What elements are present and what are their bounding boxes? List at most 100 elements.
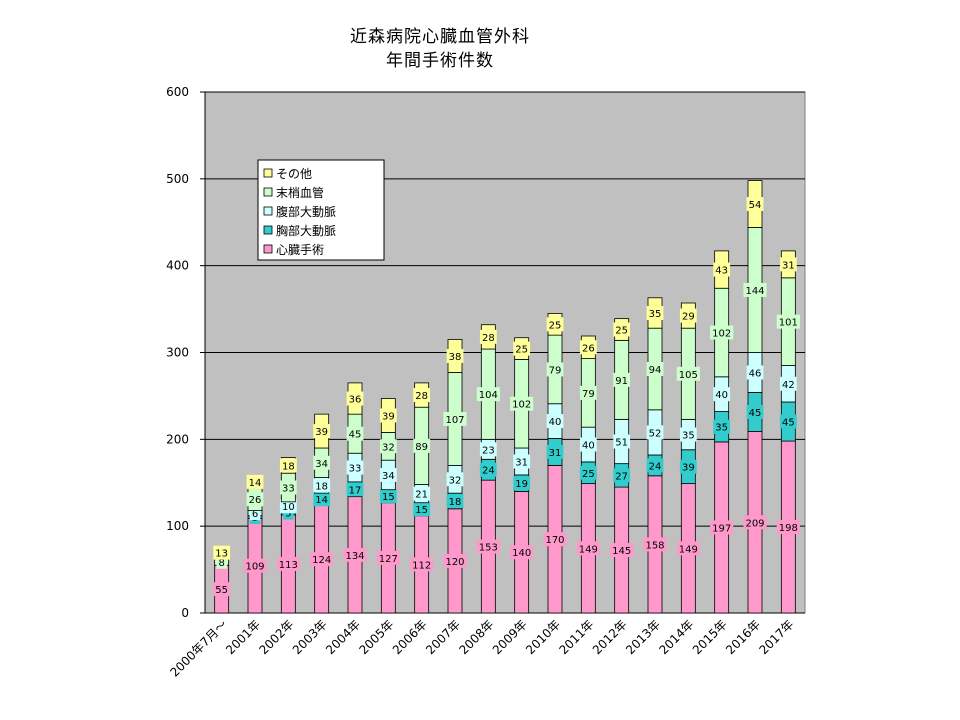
data-label: 33 — [349, 464, 362, 475]
data-label: 45 — [782, 418, 795, 429]
data-label: 18 — [449, 497, 462, 508]
data-label: 134 — [345, 551, 364, 562]
data-label-bg — [279, 458, 297, 473]
data-label-bg — [279, 499, 297, 514]
x-tick-label: 2008年 — [456, 617, 496, 657]
data-label-bg — [613, 372, 631, 387]
data-label: 32 — [382, 442, 395, 453]
data-label-bg — [610, 543, 634, 558]
data-label: 18 — [315, 481, 328, 492]
data-label: 19 — [515, 479, 528, 490]
data-label-bg — [713, 262, 731, 277]
data-label: 149 — [579, 544, 598, 555]
x-tick-label: 2009年 — [490, 617, 530, 657]
x-tick-label: 2001年 — [223, 617, 263, 657]
data-label: 102 — [512, 400, 531, 411]
data-label: 140 — [512, 548, 531, 559]
data-label-bg — [276, 556, 300, 571]
chart-title: 近森病院心臓血管外科 — [350, 27, 530, 47]
data-label: 52 — [649, 428, 662, 439]
data-label-bg — [346, 460, 364, 475]
x-tick-label: 2003年 — [290, 617, 330, 657]
data-label: 91 — [615, 376, 628, 387]
data-label: 112 — [412, 560, 431, 571]
data-label-bg — [479, 462, 497, 477]
data-label: 127 — [379, 554, 398, 565]
data-label: 113 — [279, 560, 298, 571]
data-label-bg — [743, 282, 767, 297]
data-label-bg — [213, 582, 231, 597]
data-label: 39 — [382, 411, 395, 422]
data-label-bg — [346, 426, 364, 441]
data-label: 21 — [415, 490, 428, 501]
data-label: 25 — [615, 325, 628, 336]
data-label: 34 — [315, 459, 328, 470]
data-label-bg — [313, 455, 331, 470]
data-label: 109 — [245, 562, 264, 573]
data-label-bg — [779, 376, 797, 391]
x-tick-label: 2002年 — [256, 617, 296, 657]
y-tick-label: 400 — [166, 259, 189, 273]
data-label: 14 — [315, 495, 328, 506]
data-label-bg — [643, 537, 667, 552]
data-label: 26 — [582, 343, 595, 354]
data-label: 29 — [682, 312, 695, 323]
data-label: 197 — [712, 523, 731, 534]
data-label-bg — [710, 325, 734, 340]
x-tick-label: 2010年 — [523, 617, 563, 657]
x-tick-label: 2016年 — [723, 617, 763, 657]
data-label-bg — [613, 322, 631, 337]
data-label-bg — [446, 472, 464, 487]
data-label-bg — [346, 391, 364, 406]
data-label: 24 — [482, 466, 495, 477]
x-tick-label: 2011年 — [556, 617, 596, 657]
data-label-bg — [413, 438, 431, 453]
data-label: 33 — [282, 484, 295, 495]
data-label-bg — [579, 465, 597, 480]
data-label-bg — [246, 492, 264, 507]
data-label: 5 — [285, 509, 291, 520]
data-label-bg — [313, 478, 331, 493]
data-label-bg — [646, 305, 664, 320]
legend-label: 心臓手術 — [276, 243, 324, 257]
data-label: 120 — [445, 557, 464, 568]
data-label-bg — [579, 437, 597, 452]
data-label: 89 — [415, 442, 428, 453]
data-label-bg — [376, 550, 400, 565]
data-label-bg — [476, 539, 500, 554]
data-label: 31 — [515, 457, 528, 468]
data-label-bg — [746, 365, 764, 380]
data-label-bg — [479, 329, 497, 344]
data-label: 144 — [745, 286, 764, 297]
data-label-bg — [679, 459, 697, 474]
data-label: 102 — [712, 329, 731, 340]
data-label-bg — [413, 388, 431, 403]
data-label-bg — [313, 492, 331, 507]
data-label-bg — [446, 348, 464, 363]
data-label: 31 — [549, 448, 562, 459]
data-label: 39 — [682, 463, 695, 474]
data-label: 43 — [715, 266, 728, 277]
data-label: 15 — [382, 492, 395, 503]
legend-swatch — [263, 168, 273, 178]
data-label-bg — [379, 408, 397, 423]
data-label: 8 — [218, 558, 224, 569]
legend-label: 腹部大動脈 — [276, 204, 336, 219]
data-label: 55 — [215, 585, 228, 596]
data-label-bg — [379, 439, 397, 454]
data-label-bg — [443, 411, 467, 426]
data-label-bg — [216, 554, 227, 569]
data-label: 107 — [445, 415, 464, 426]
data-label-bg — [543, 532, 567, 547]
legend-swatch — [263, 225, 273, 235]
y-tick-label: 500 — [166, 172, 189, 186]
data-label: 39 — [315, 427, 328, 438]
data-label-bg — [746, 404, 764, 419]
data-label: 198 — [779, 523, 798, 534]
data-label: 104 — [479, 390, 498, 401]
data-label: 35 — [715, 423, 728, 434]
data-label-bg — [546, 414, 564, 429]
data-label-bg — [646, 425, 664, 440]
data-label-bg — [510, 545, 534, 560]
